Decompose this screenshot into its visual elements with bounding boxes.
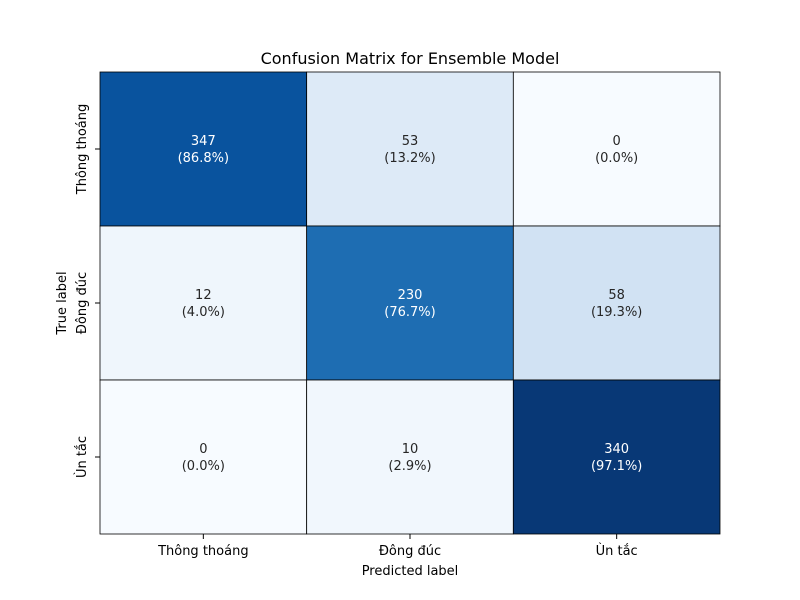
heatmap-cell-r1-c1 [306, 225, 514, 381]
cell-count-r2-c2: 340 [604, 442, 629, 457]
cell-percent-r1-c2: (19.3%) [591, 305, 642, 320]
cell-percent-r0-c0: (86.8%) [178, 151, 229, 166]
x-tick-label-1: Đông đúc [379, 544, 441, 559]
x-axis-ticks: Thông thoáng Đông đúc Ùn tắc [157, 534, 638, 559]
heatmap-cell-r0-c1 [306, 71, 514, 227]
y-tick-label-1: Đông đúc [75, 272, 90, 334]
heatmap-cell-r0-c0 [99, 71, 308, 227]
cell-count-r1-c2: 58 [608, 288, 625, 303]
cell-count-r1-c0: 12 [195, 288, 212, 303]
cell-percent-r2-c2: (97.1%) [591, 459, 642, 474]
cell-percent-r1-c0: (4.0%) [182, 305, 225, 320]
heatmap-cell-r2-c2 [512, 379, 721, 535]
x-axis-label: Predicted label [362, 564, 459, 579]
cell-count-r0-c0: 347 [191, 134, 216, 149]
cell-count-r2-c1: 10 [402, 442, 419, 457]
cell-count-r0-c1: 53 [402, 134, 419, 149]
heatmap-cell-r1-c2 [512, 225, 721, 381]
cell-count-r0-c2: 0 [613, 134, 621, 149]
heatmap-cell-r1-c0 [99, 225, 308, 381]
y-axis-label: True label [55, 271, 70, 335]
heatmap-cells: 347 (86.8%) 53 (13.2%) 0 (0.0%) 12 (4.0%) 230 (76… [99, 71, 721, 535]
y-tick-label-2: Ùn tắc [74, 436, 90, 478]
x-tick-label-0: Thông thoáng [157, 544, 249, 559]
cell-count-r1-c1: 230 [398, 288, 423, 303]
cell-percent-r0-c2: (0.0%) [595, 151, 638, 166]
cell-percent-r2-c1: (2.9%) [388, 459, 431, 474]
heatmap-cell-r0-c2 [512, 71, 721, 227]
cell-percent-r2-c0: (0.0%) [182, 459, 225, 474]
x-tick-label-2: Ùn tắc [596, 543, 638, 559]
y-tick-label-0: Thông thoáng [75, 104, 90, 196]
cell-count-r2-c0: 0 [199, 442, 207, 457]
cell-percent-r0-c1: (13.2%) [384, 151, 435, 166]
heatmap-cell-r2-c1 [306, 379, 514, 535]
y-axis-ticks: Thông thoáng Đông đúc Ùn tắc [74, 104, 100, 478]
heatmap-cell-r2-c0 [99, 379, 308, 535]
cell-percent-r1-c1: (76.7%) [384, 305, 435, 320]
chart-title: Confusion Matrix for Ensemble Model [261, 49, 560, 68]
